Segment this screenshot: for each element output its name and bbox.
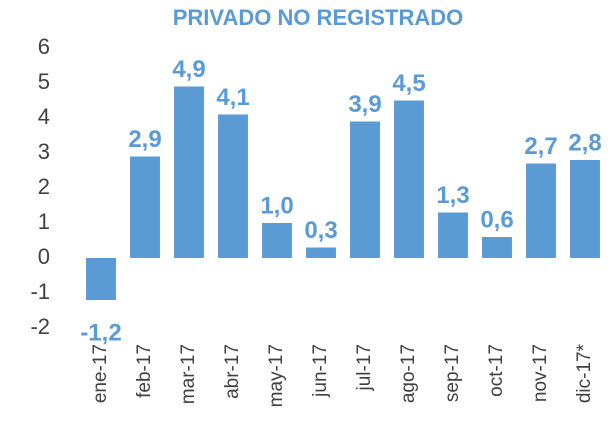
bar (86, 258, 116, 300)
x-tick-label: oct-17 (486, 344, 507, 397)
value-label: 1,0 (260, 192, 293, 219)
chart-title: PRIVADO NO REGISTRADO (173, 5, 464, 30)
y-tick-label: 4 (38, 104, 50, 129)
bar (174, 86, 204, 258)
x-tick-label: feb-17 (134, 344, 155, 398)
x-tick-label: mar-17 (178, 344, 199, 404)
y-tick-label: -1 (30, 279, 50, 304)
bar (438, 212, 468, 258)
value-label: 1,3 (436, 182, 469, 209)
x-tick-label: sep-17 (442, 344, 463, 402)
bar (394, 100, 424, 258)
value-label: 4,9 (172, 56, 205, 83)
y-tick-label: 3 (38, 139, 50, 164)
value-label: 2,9 (128, 126, 161, 153)
value-label: -1,2 (80, 319, 121, 346)
bar (218, 114, 248, 258)
x-tick-label: abr-17 (222, 344, 243, 399)
y-tick-label: 1 (38, 209, 50, 234)
x-tick-label: dic-17* (574, 343, 595, 403)
x-tick-label: ago-17 (398, 344, 419, 403)
x-tick-label: jul-17 (354, 344, 375, 391)
y-tick-label: 5 (38, 69, 50, 94)
bar (482, 237, 512, 258)
bar (262, 223, 292, 258)
y-tick-label: 0 (38, 244, 50, 269)
bar (350, 121, 380, 258)
value-label: 2,7 (524, 133, 557, 160)
bar (306, 247, 336, 258)
x-tick-label: ene-17 (90, 344, 111, 403)
x-tick-label: nov-17 (530, 344, 551, 402)
x-tick-label: jun-17 (310, 344, 331, 398)
bar (526, 163, 556, 258)
value-label: 3,9 (348, 91, 381, 118)
value-label: 2,8 (568, 129, 601, 156)
value-label: 4,1 (216, 84, 249, 111)
value-label: 0,3 (304, 217, 337, 244)
y-tick-label: -2 (30, 314, 50, 339)
value-label: 4,5 (392, 70, 425, 97)
bar (570, 160, 600, 258)
y-tick-label: 6 (38, 34, 50, 59)
y-tick-label: 2 (38, 174, 50, 199)
value-label: 0,6 (480, 206, 513, 233)
bar (130, 156, 160, 258)
x-tick-label: may-17 (266, 344, 287, 407)
